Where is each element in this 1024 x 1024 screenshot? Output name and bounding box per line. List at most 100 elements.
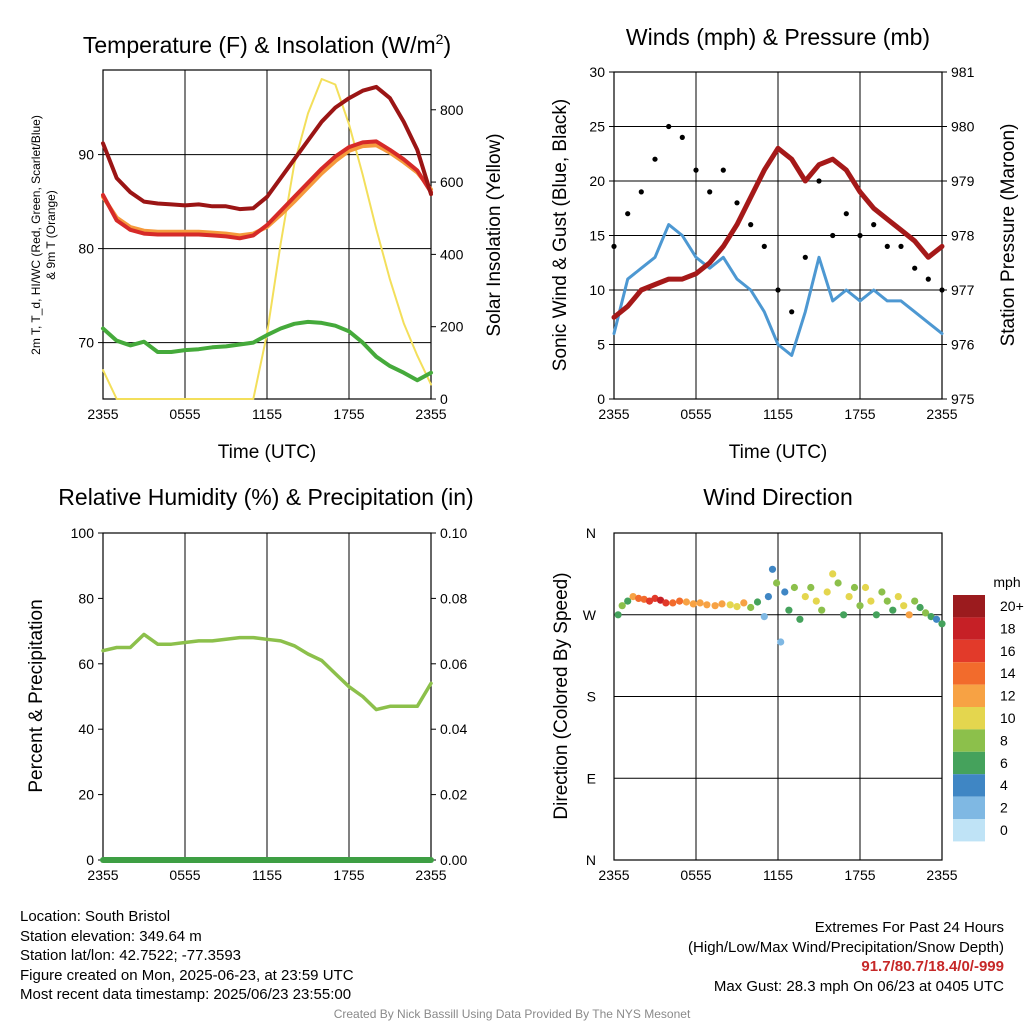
direction-point <box>726 601 734 609</box>
gust-point <box>734 200 740 206</box>
direction-point <box>922 609 930 617</box>
pressure-ylabel: Station Pressure (Maroon) <box>998 124 1019 347</box>
temperature-ylabel-line2: & 9m T (Orange) <box>44 190 58 280</box>
winds-xlabel: Time (UTC) <box>729 442 828 463</box>
temperature-xlabel: Time (UTC) <box>218 442 317 463</box>
y-right-tick-label: 0.10 <box>440 525 467 541</box>
gust-point <box>871 222 877 228</box>
x-tick-label: 2355 <box>87 867 118 883</box>
insolation-ylabel: Solar Insolation (Yellow) <box>484 133 505 336</box>
y-right-tick-label: 979 <box>951 173 975 189</box>
legend-label: 6 <box>1000 755 1008 771</box>
humidity-panel: Relative Humidity (%) & Precipitation (i… <box>26 484 474 883</box>
direction-point <box>747 603 755 612</box>
direction-point <box>689 600 697 608</box>
gust-point <box>802 254 808 260</box>
x-tick-label: 0555 <box>169 406 200 422</box>
direction-point <box>718 600 726 608</box>
y-right-tick-label: 0.02 <box>440 787 467 803</box>
max-gust-text: Max Gust: 28.3 mph On 06/23 at 0405 UTC <box>713 977 1004 995</box>
gust-point <box>638 189 644 195</box>
station-info: Location: South Bristol Station elevatio… <box>20 907 354 1005</box>
latlon-text: Station lat/lon: 42.7522; -77.3593 <box>20 947 242 964</box>
plot-frame <box>102 69 432 400</box>
direction-tick-label: W <box>583 607 597 623</box>
direction-tick-label: N <box>586 525 596 541</box>
location-text: Location: South Bristol <box>20 908 171 925</box>
humidity-title: Relative Humidity (%) & Precipitation (i… <box>58 484 473 510</box>
legend-swatch <box>953 617 985 640</box>
direction-panel: Wind Direction Direction (Colored By Spe… <box>551 484 1024 883</box>
direction-point <box>894 593 902 601</box>
gust-point <box>720 167 726 173</box>
heat-index-line <box>101 84 433 212</box>
recent-text: Most recent data timestamp: 2025/06/23 2… <box>20 986 352 1003</box>
x-tick-label: 2355 <box>598 406 629 422</box>
direction-point <box>764 593 773 601</box>
direction-point <box>861 583 870 592</box>
legend-swatch <box>953 639 985 663</box>
gust-point <box>816 178 822 184</box>
gust-point <box>830 232 836 239</box>
direction-point <box>834 579 842 587</box>
legend-swatch <box>953 684 985 707</box>
direction-tick-label: S <box>587 689 596 705</box>
x-tick-label: 1755 <box>844 867 875 883</box>
x-tick-label: 1155 <box>763 867 793 883</box>
legend-label: 12 <box>1000 688 1016 704</box>
y-tick-label: 0 <box>86 852 94 868</box>
legend-label: 8 <box>1000 732 1008 748</box>
direction-point <box>872 611 881 619</box>
y-tick-label: 100 <box>71 525 95 541</box>
y-tick-label: 0 <box>597 391 605 407</box>
x-tick-label: 2355 <box>926 867 957 883</box>
elevation-text: Station elevation: 349.64 m <box>20 927 202 945</box>
legend-label: 20+ <box>1000 598 1024 614</box>
direction-point <box>753 598 762 606</box>
humidity-ylabel: Percent & Precipitation <box>26 599 47 792</box>
direction-point <box>840 611 848 619</box>
direction-point <box>785 606 793 614</box>
legend-swatch <box>953 796 985 819</box>
y-right-tick-label: 600 <box>440 174 464 190</box>
direction-point <box>703 601 711 609</box>
y-tick-label: 40 <box>78 721 94 737</box>
dewpoint-line <box>101 319 433 383</box>
direction-point <box>618 602 626 610</box>
relative-humidity-line <box>101 632 433 712</box>
direction-point <box>911 597 919 605</box>
y-right-tick-label: 0.06 <box>440 656 467 672</box>
direction-point <box>845 593 853 601</box>
legend-swatch <box>953 774 985 797</box>
x-tick-label: 2355 <box>415 867 446 883</box>
gust-point <box>679 134 685 140</box>
legend-label: 16 <box>1000 643 1016 659</box>
x-tick-label: 1755 <box>333 867 364 883</box>
legend-label: 0 <box>1000 822 1008 838</box>
legend-label: 10 <box>1000 710 1016 726</box>
y-tick-label: 25 <box>589 119 605 135</box>
gust-point <box>925 276 931 282</box>
direction-point <box>823 588 831 596</box>
extremes-subtitle: (High/Low/Max Wind/Precipitation/Snow De… <box>688 938 1004 956</box>
x-tick-label: 2355 <box>415 406 446 422</box>
y-tick-label: 80 <box>78 241 94 257</box>
direction-point <box>733 603 741 611</box>
y-tick-label: 5 <box>597 337 605 353</box>
y-right-tick-label: 200 <box>440 319 464 335</box>
station-pressure-line <box>611 145 945 320</box>
y-tick-label: 20 <box>78 787 94 803</box>
y-right-tick-label: 981 <box>951 64 975 80</box>
speed-legend: 20+ 18 16 14 12 10 8 6 4 2 0 <box>953 595 1024 842</box>
y-right-tick-label: 977 <box>951 282 975 298</box>
gust-point <box>611 243 617 249</box>
legend-label: 4 <box>1000 777 1008 793</box>
direction-point <box>696 599 704 607</box>
direction-point <box>740 599 748 607</box>
gust-point <box>625 211 631 217</box>
direction-point <box>829 570 837 578</box>
direction-ylabel: Direction (Colored By Speed) <box>551 572 572 819</box>
legend-label: 2 <box>1000 800 1008 816</box>
x-tick-label: 0555 <box>169 867 200 883</box>
direction-point <box>662 599 670 607</box>
